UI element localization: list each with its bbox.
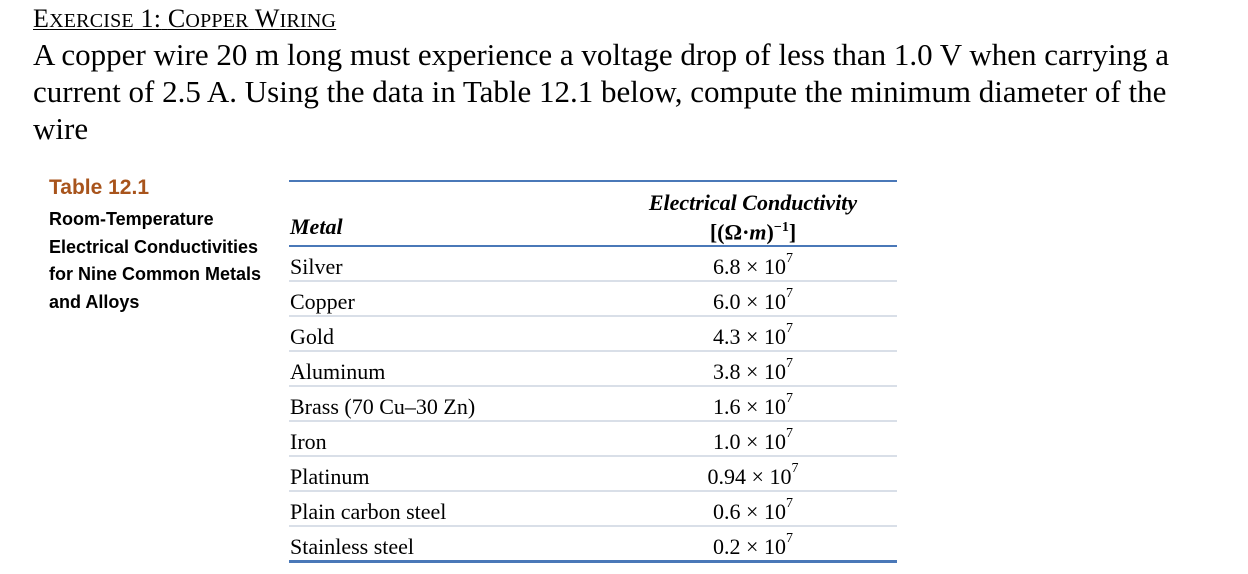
metal-cell: Aluminum xyxy=(290,359,386,384)
table-row: Copper 6.0 × 107 xyxy=(289,282,897,317)
conductivity-mantissa: 1.6 × 10 xyxy=(713,394,786,419)
conductivity-exponent: 7 xyxy=(785,356,793,371)
conductivity-exponent: 7 xyxy=(785,286,793,301)
conductivity-mantissa: 0.6 × 10 xyxy=(713,499,786,524)
unit-exponent: −1 xyxy=(773,220,789,235)
conductivity-mantissa: 0.2 × 10 xyxy=(713,534,786,559)
metal-cell: Silver xyxy=(290,254,343,279)
conductivity-mantissa: 0.94 × 10 xyxy=(707,464,792,489)
conductivity-exponent: 7 xyxy=(785,496,793,511)
table-row: Brass (70 Cu–30 Zn) 1.6 × 107 xyxy=(289,387,897,422)
conductivity-mantissa: 6.8 × 10 xyxy=(713,254,786,279)
metal-cell: Brass (70 Cu–30 Zn) xyxy=(290,394,476,419)
conductivity-cell: 1.0 × 107 xyxy=(623,426,883,455)
exercise-number: 1: xyxy=(140,4,162,33)
unit-m: m xyxy=(749,219,767,245)
conductivity-cell: 0.94 × 107 xyxy=(623,461,883,490)
table-header-rule xyxy=(289,245,897,247)
unit-open: [(Ω· xyxy=(709,219,750,245)
table-number: Table 12.1 xyxy=(49,176,149,199)
conductivity-cell: 1.6 × 107 xyxy=(623,391,883,420)
conductivity-cell: 4.3 × 107 xyxy=(623,321,883,350)
conductivity-exponent: 7 xyxy=(785,531,793,546)
table-row: Gold 4.3 × 107 xyxy=(289,317,897,352)
exercise-name-second-initial: W xyxy=(254,4,280,33)
unit-close: ) xyxy=(766,219,774,245)
exercise-label-initial: E xyxy=(33,4,50,33)
header-conductivity: Electrical Conductivity [(Ω·m)−1] xyxy=(623,190,883,244)
table-row: Plain carbon steel 0.6 × 107 xyxy=(289,492,897,527)
metal-cell: Copper xyxy=(290,289,355,314)
conductivity-exponent: 7 xyxy=(785,391,793,406)
table-top-rule xyxy=(289,180,897,182)
table-row: Iron 1.0 × 107 xyxy=(289,422,897,457)
conductivity-cell: 0.2 × 107 xyxy=(623,531,883,560)
conductivity-cell: 6.8 × 107 xyxy=(623,251,883,280)
exercise-name-initial: C xyxy=(167,4,186,33)
header-metal: Metal xyxy=(290,214,343,239)
table-header: Metal Electrical Conductivity [(Ω·m)−1] xyxy=(289,182,897,245)
exercise-title: EXERCISE 1: COPPER WIRING xyxy=(33,4,336,34)
header-conductivity-label: Electrical Conductivity xyxy=(648,190,858,215)
exercise-label-rest: XERCISE xyxy=(49,10,134,32)
conductivity-cell: 6.0 × 107 xyxy=(623,286,883,315)
conductivity-mantissa: 4.3 × 10 xyxy=(713,324,786,349)
exercise-name-second-rest: IRING xyxy=(279,10,337,32)
table-row: Stainless steel 0.2 × 107 xyxy=(289,527,897,563)
conductivity-exponent: 7 xyxy=(785,251,793,266)
exercise-name-rest: OPPER xyxy=(185,10,249,32)
table-caption: Table 12.1 Room-Temperature Electrical C… xyxy=(49,176,279,316)
table-description: Room-Temperature Electrical Conductiviti… xyxy=(49,209,262,312)
conductivity-table: Metal Electrical Conductivity [(Ω·m)−1] … xyxy=(289,180,897,563)
table-row: Silver 6.8 × 107 xyxy=(289,247,897,282)
metal-cell: Stainless steel xyxy=(290,534,415,559)
table-body: Silver 6.8 × 107 Copper 6.0 × 107 Gold 4.3 … xyxy=(289,247,897,563)
conductivity-cell: 0.6 × 107 xyxy=(623,496,883,525)
table-row: Platinum 0.94 × 107 xyxy=(289,457,897,492)
metal-cell: Iron xyxy=(290,429,327,454)
metal-cell: Gold xyxy=(290,324,334,349)
conductivity-exponent: 7 xyxy=(785,321,793,336)
unit-end: ] xyxy=(788,219,797,245)
conductivity-mantissa: 1.0 × 10 xyxy=(713,429,786,454)
conductivity-exponent: 7 xyxy=(785,426,793,441)
problem-statement: A copper wire 20 m long must experience … xyxy=(33,37,1170,146)
metal-cell: Platinum xyxy=(290,464,370,489)
conductivity-mantissa: 6.0 × 10 xyxy=(713,289,786,314)
conductivity-cell: 3.8 × 107 xyxy=(623,356,883,385)
table-row: Aluminum 3.8 × 107 xyxy=(289,352,897,387)
metal-cell: Plain carbon steel xyxy=(290,499,447,524)
conductivity-exponent: 7 xyxy=(791,461,799,476)
header-conductivity-unit: [(Ω·m)−1] xyxy=(623,215,883,244)
conductivity-mantissa: 3.8 × 10 xyxy=(713,359,786,384)
